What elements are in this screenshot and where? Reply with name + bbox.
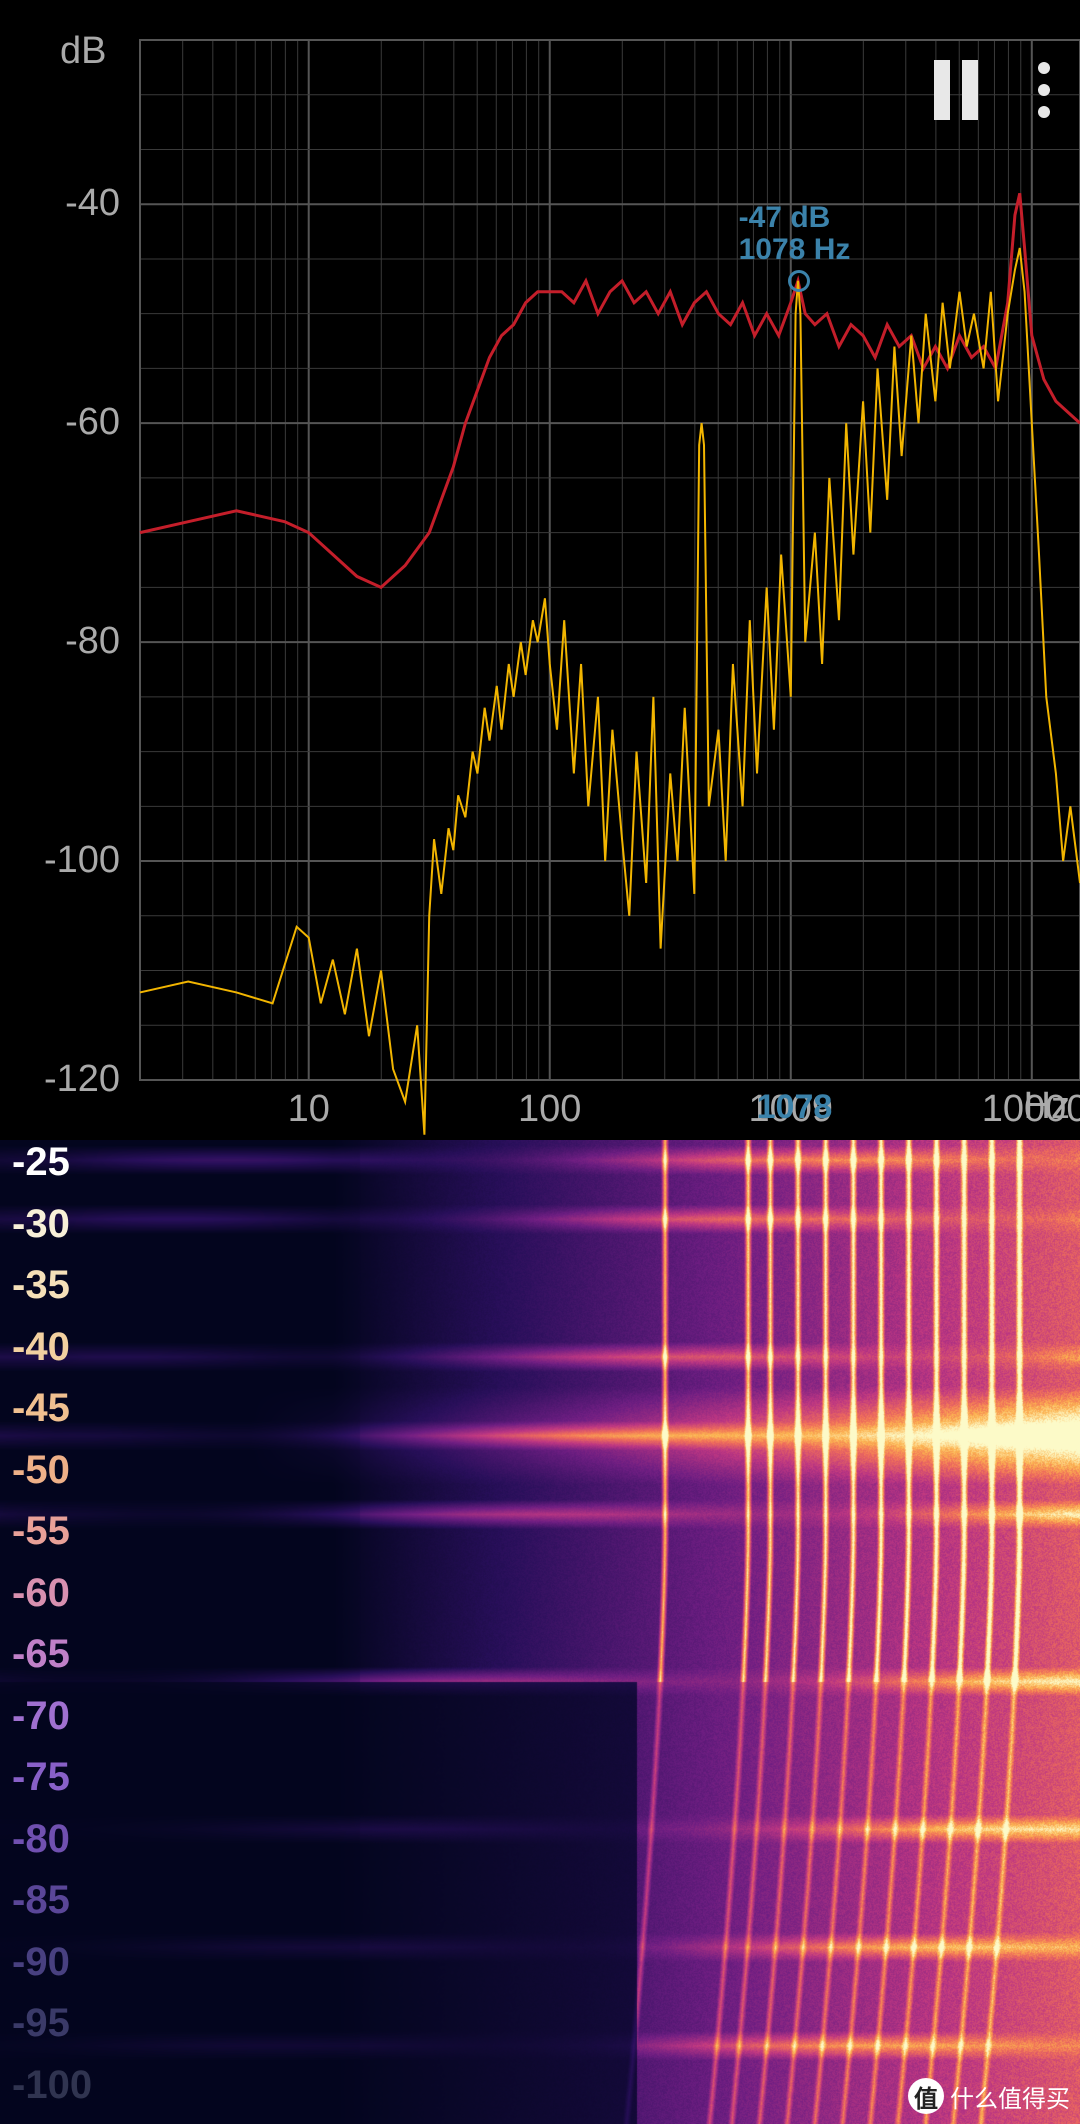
x-tick: 10	[259, 1088, 359, 1131]
y-axis-unit: dB	[60, 30, 106, 73]
spectrogram-scale-tick: -45	[12, 1386, 70, 1431]
spectrogram-scale-tick: -25	[12, 1140, 70, 1185]
x-tick: 100	[500, 1088, 600, 1131]
spectrogram-scale-tick: -90	[12, 1940, 70, 1985]
spectrogram-scale-tick: -35	[12, 1263, 70, 1308]
cursor-marker-icon	[788, 270, 810, 292]
cursor-x-label: 1078	[757, 1088, 833, 1127]
y-tick: -80	[10, 620, 120, 663]
spectrogram-scale-tick: -65	[12, 1632, 70, 1677]
x-tick: 10000	[982, 1088, 1080, 1131]
y-tick: -60	[10, 401, 120, 444]
spectrogram-region[interactable]: -25 -30 -35 -40 -45 -50 -55 -60 -65 -70 -75 -80 -85 -…	[0, 1140, 1080, 2124]
spectrum-svg	[0, 0, 1080, 1140]
pause-button[interactable]	[934, 60, 978, 120]
spectrogram-scale-tick: -70	[12, 1694, 70, 1739]
spectrum-analyzer-app: dB Hz -40-60-80-100-120 10100100910000 -…	[0, 0, 1080, 2124]
watermark-text: 什么值得买	[950, 2079, 1070, 2114]
spectrogram-scale-tick: -85	[12, 1878, 70, 1923]
spectrogram-scale-tick: -30	[12, 1202, 70, 1247]
spectrogram-scale-tick: -80	[12, 1817, 70, 1862]
watermark-badge-icon: 值	[908, 2078, 944, 2114]
cursor-hz-label: 1078 Hz	[739, 233, 851, 267]
spectrogram-scale-tick: -100	[12, 2063, 92, 2108]
cursor-db-label: -47 dB	[739, 201, 831, 235]
toolbar	[934, 60, 1050, 120]
spectrogram-canvas	[0, 1140, 1080, 2124]
watermark: 值 什么值得买	[908, 2078, 1070, 2114]
spectrogram-scale-tick: -55	[12, 1509, 70, 1554]
y-tick: -40	[10, 182, 120, 225]
y-tick: -100	[10, 839, 120, 882]
more-menu-button[interactable]	[1038, 62, 1050, 118]
spectrogram-scale-tick: -95	[12, 2001, 70, 2046]
spectrogram-scale-tick: -75	[12, 1755, 70, 1800]
spectrogram-scale-tick: -40	[12, 1325, 70, 1370]
spectrum-chart-region[interactable]: dB Hz -40-60-80-100-120 10100100910000 -…	[0, 0, 1080, 1140]
spectrogram-scale-tick: -50	[12, 1448, 70, 1493]
spectrogram-scale-tick: -60	[12, 1571, 70, 1616]
y-tick: -120	[10, 1058, 120, 1101]
